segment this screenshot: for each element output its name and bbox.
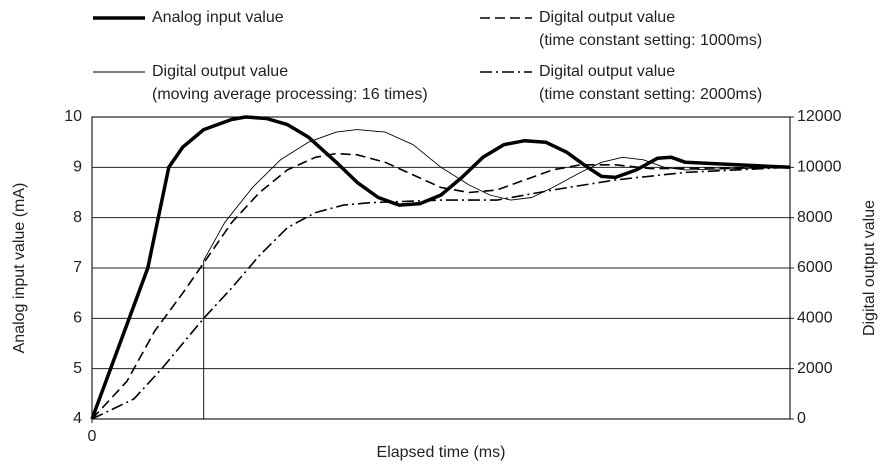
y2-tick-label: 10000 <box>797 159 842 176</box>
y-tick-label: 9 <box>73 159 82 176</box>
legend-label: Digital output value (time constant setti… <box>539 9 762 49</box>
y2-tick-label: 2000 <box>797 360 833 377</box>
y-tick-label: 6 <box>73 310 82 327</box>
series-line <box>203 129 791 419</box>
legend-label: Digital output value (time constant setti… <box>539 63 762 103</box>
series-line <box>91 166 791 420</box>
y-tick-label: 10 <box>64 108 82 125</box>
y-axis-label: Analog input value (mA) <box>11 183 28 354</box>
legend-label-line: Analog input value <box>152 9 284 26</box>
y-tick-label: 7 <box>73 259 82 276</box>
y-tick-label: 5 <box>73 360 82 377</box>
legend-label: Digital output value (moving average proc… <box>152 63 428 103</box>
y2-tick-label: 0 <box>797 410 806 427</box>
series-line <box>91 152 791 420</box>
x-axis-label: Elapsed time (ms) <box>377 444 506 461</box>
legend-label-line: (time constant setting: 1000ms) <box>539 32 762 49</box>
legend-label-line: (moving average processing: 16 times) <box>152 86 428 103</box>
y2-axis-label: Digital output value <box>861 200 878 336</box>
y-tick-label: 4 <box>73 410 82 427</box>
y-tick-label: 8 <box>73 209 82 226</box>
y2-tick-label: 8000 <box>797 209 833 226</box>
legend-label-line: Digital output value <box>152 63 288 80</box>
y2-tick-label: 6000 <box>797 259 833 276</box>
y2-tick-label: 4000 <box>797 310 833 327</box>
legend-label-line: (time constant setting: 2000ms) <box>539 86 762 103</box>
plot-frame <box>91 116 791 420</box>
legend-label: Analog input value <box>152 9 284 26</box>
legend-label-line: Digital output value <box>539 9 675 26</box>
legend-label-line: Digital output value <box>539 63 675 80</box>
series-line <box>90 115 791 420</box>
y2-tick-label: 12000 <box>797 108 842 125</box>
x-tick-label: 0 <box>88 428 97 445</box>
